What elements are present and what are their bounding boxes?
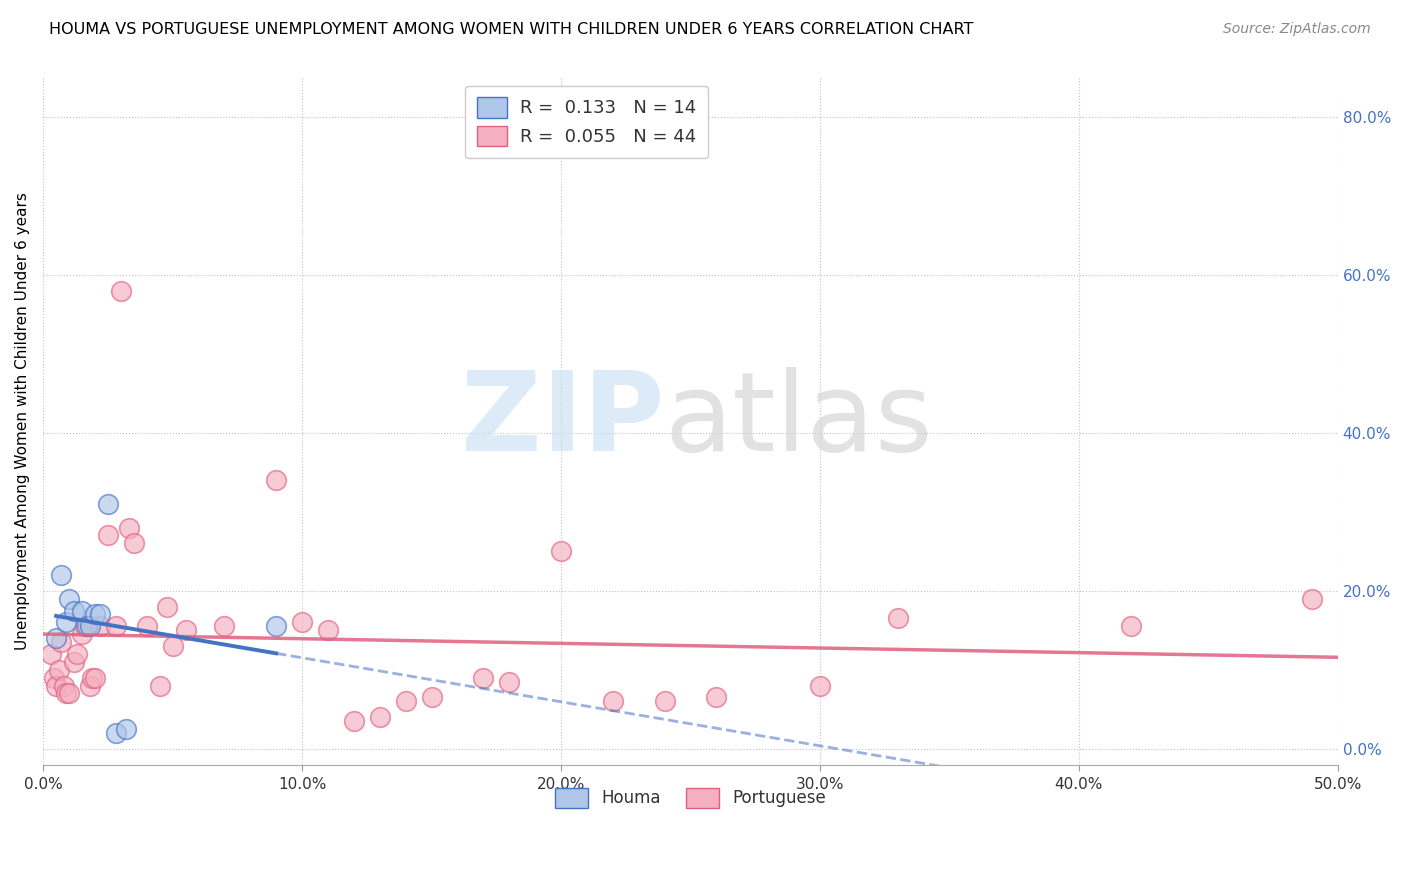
Point bbox=[45, 679, 67, 693]
Point bbox=[115, 722, 138, 736]
Point bbox=[42, 671, 65, 685]
Point bbox=[84, 671, 107, 685]
Point bbox=[498, 674, 520, 689]
Point bbox=[79, 679, 101, 693]
Point bbox=[63, 603, 86, 617]
Point bbox=[149, 679, 172, 693]
Point bbox=[48, 663, 70, 677]
Point bbox=[82, 671, 104, 685]
Point bbox=[316, 624, 339, 638]
Point bbox=[58, 591, 80, 606]
Point bbox=[79, 619, 101, 633]
Point bbox=[70, 603, 93, 617]
Point bbox=[39, 647, 62, 661]
Point bbox=[58, 686, 80, 700]
Text: atlas: atlas bbox=[665, 368, 934, 475]
Point bbox=[704, 690, 727, 705]
Point bbox=[73, 619, 96, 633]
Y-axis label: Unemployment Among Women with Children Under 6 years: Unemployment Among Women with Children U… bbox=[15, 192, 30, 650]
Point bbox=[214, 619, 236, 633]
Point bbox=[89, 607, 111, 622]
Point bbox=[808, 679, 831, 693]
Point bbox=[51, 568, 73, 582]
Point bbox=[368, 710, 391, 724]
Point bbox=[654, 694, 676, 708]
Point bbox=[395, 694, 418, 708]
Point bbox=[264, 473, 287, 487]
Text: ZIP: ZIP bbox=[461, 368, 665, 475]
Point bbox=[264, 619, 287, 633]
Point bbox=[1301, 591, 1323, 606]
Point bbox=[70, 627, 93, 641]
Point bbox=[84, 607, 107, 622]
Legend: Houma, Portuguese: Houma, Portuguese bbox=[548, 780, 832, 814]
Point bbox=[51, 635, 73, 649]
Point bbox=[174, 624, 197, 638]
Point bbox=[45, 631, 67, 645]
Text: Source: ZipAtlas.com: Source: ZipAtlas.com bbox=[1223, 22, 1371, 37]
Point bbox=[135, 619, 157, 633]
Point bbox=[156, 599, 179, 614]
Point bbox=[550, 544, 572, 558]
Point bbox=[104, 726, 127, 740]
Point bbox=[55, 615, 77, 630]
Point bbox=[343, 714, 366, 728]
Text: HOUMA VS PORTUGUESE UNEMPLOYMENT AMONG WOMEN WITH CHILDREN UNDER 6 YEARS CORRELA: HOUMA VS PORTUGUESE UNEMPLOYMENT AMONG W… bbox=[49, 22, 973, 37]
Point bbox=[76, 619, 98, 633]
Point bbox=[472, 671, 495, 685]
Point bbox=[55, 686, 77, 700]
Point bbox=[886, 611, 908, 625]
Point bbox=[420, 690, 443, 705]
Point bbox=[162, 639, 184, 653]
Point bbox=[110, 284, 132, 298]
Point bbox=[66, 647, 89, 661]
Point bbox=[117, 520, 139, 534]
Point bbox=[97, 497, 120, 511]
Point bbox=[97, 528, 120, 542]
Point bbox=[52, 679, 75, 693]
Point bbox=[1119, 619, 1142, 633]
Point bbox=[291, 615, 314, 630]
Point bbox=[602, 694, 624, 708]
Point bbox=[89, 619, 111, 633]
Point bbox=[122, 536, 145, 550]
Point bbox=[63, 655, 86, 669]
Point bbox=[104, 619, 127, 633]
